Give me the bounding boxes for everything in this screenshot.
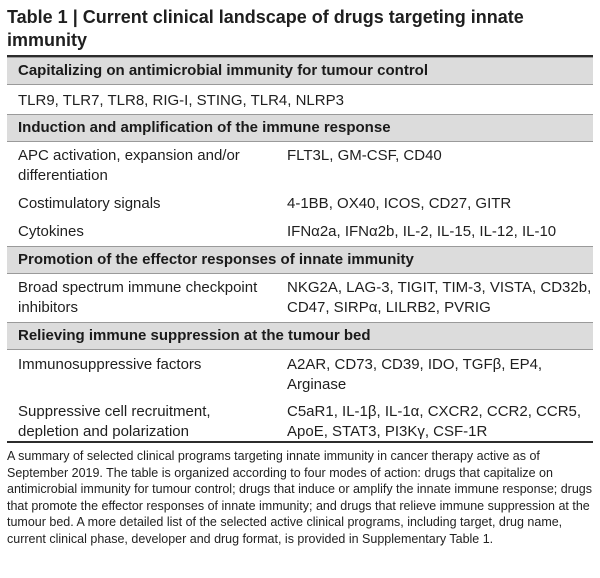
section-heading-antimicrobial: Capitalizing on antimicrobial immunity f…: [7, 57, 593, 85]
row-costimulatory-category: Costimulatory signals: [18, 195, 161, 212]
row-checkpoint-agents: NKG2A, LAG-3, TIGIT, TIM-3, VISTA, CD32b…: [287, 279, 592, 316]
row-immunosuppressive-agents: A2AR, CD73, CD39, IDO, TGFβ, EP4, Argina…: [287, 356, 543, 393]
row-apc-category: APC activation, expansion and/or differe…: [18, 147, 240, 184]
row-cytokines-category: Cytokines: [18, 223, 84, 240]
row-immunosuppressive-category: Immunosuppressive factors: [18, 356, 202, 373]
section-heading-induction: Induction and amplification of the immun…: [7, 114, 593, 142]
table-caption: A summary of selected clinical programs …: [7, 449, 592, 546]
row-cytokines-agents: IFNα2a, IFNα2b, IL-2, IL-15, IL-12, IL-1…: [287, 223, 557, 240]
row-antimicrobial-agents: TLR9, TLR7, TLR8, RIG-I, STING, TLR4, NL…: [18, 92, 344, 109]
row-checkpoint-category: Broad spectrum immune checkpoint inhibit…: [18, 279, 258, 316]
section-heading-suppression: Relieving immune suppression at the tumo…: [7, 322, 593, 350]
row-costimulatory-agents: 4-1BB, OX40, ICOS, CD27, GITR: [287, 195, 512, 212]
table-title: Table 1 | Current clinical landscape of …: [7, 7, 524, 50]
section-heading-effector: Promotion of the effector responses of i…: [7, 246, 593, 274]
row-suppressive-cell-agents: C5aR1, IL-1β, IL-1α, CXCR2, CCR2, CCR5, …: [287, 403, 582, 440]
row-suppressive-cell-category: Suppressive cell recruitment, depletion …: [18, 403, 211, 440]
table-frame: [7, 55, 593, 443]
row-apc-agents: FLT3L, GM-CSF, CD40: [287, 147, 442, 164]
